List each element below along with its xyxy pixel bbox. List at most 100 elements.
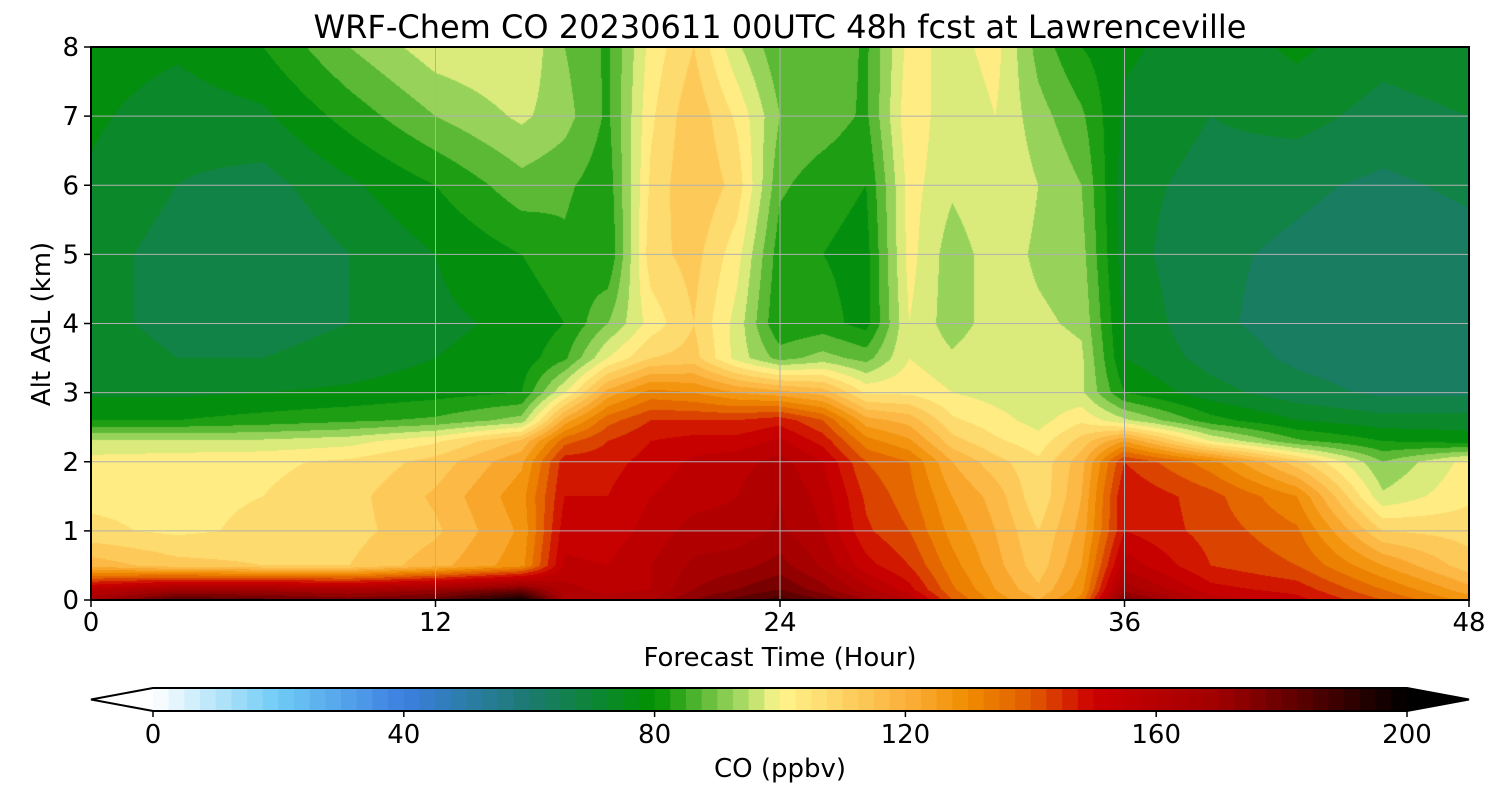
y-tick-label: 2 [62, 448, 79, 478]
colorbar-tick-label: 160 [1131, 720, 1181, 750]
colorbar-segment [1203, 688, 1220, 711]
colorbar-tick-label: 120 [881, 720, 931, 750]
colorbar-segment [372, 688, 389, 711]
colorbar-segment [153, 688, 170, 711]
x-tick-label: 48 [1452, 608, 1485, 638]
colorbar-segment [827, 688, 844, 711]
colorbar-segment [1187, 688, 1204, 711]
colorbar-segment [1359, 688, 1377, 711]
colorbar-segment [1109, 688, 1126, 711]
colorbar-segment [968, 688, 985, 711]
colorbar-segment [560, 688, 577, 711]
colorbar-segment [780, 688, 797, 711]
colorbar-segment [591, 688, 609, 711]
colorbar-segment [1077, 688, 1095, 711]
colorbar-segment [1312, 688, 1330, 711]
colorbar-segment [1046, 688, 1063, 711]
colorbar-segment [654, 688, 671, 711]
colorbar-segment [1140, 688, 1157, 711]
colorbar-segment [482, 688, 499, 711]
colorbar-segment [952, 688, 969, 711]
colorbar-segment [842, 688, 859, 711]
x-tick-label: 36 [1108, 608, 1141, 638]
colorbar-segment [1375, 688, 1392, 711]
colorbar-segment [1171, 688, 1189, 711]
colorbar-segment [262, 688, 279, 711]
colorbar-segment [638, 688, 656, 711]
x-tick-label: 24 [763, 608, 796, 638]
y-axis-label: Alt AGL (km) [27, 242, 57, 406]
colorbar-segment [168, 688, 185, 711]
colorbar-segment [1124, 688, 1142, 711]
colorbar-segment [607, 688, 624, 711]
colorbar-segment [325, 688, 342, 711]
colorbar-segment [1281, 688, 1298, 711]
colorbar-segment [388, 688, 405, 711]
colorbar-segment [874, 688, 891, 711]
y-tick-label: 1 [62, 517, 79, 547]
y-tick-label: 8 [62, 33, 79, 63]
colorbar-segment [623, 688, 640, 711]
colorbar-segment [1156, 688, 1173, 711]
colorbar-segment [1218, 688, 1236, 711]
colorbar-segment [1391, 688, 1408, 711]
colorbar-segment [732, 688, 750, 711]
y-tick-label: 0 [62, 586, 79, 616]
colorbar-segment [356, 688, 374, 711]
colorbar-segment [466, 688, 483, 711]
colorbar-ticks: 0 40 80 120 160 200 [145, 711, 1432, 750]
colorbar-segment [717, 688, 734, 711]
colorbar-segment [858, 688, 875, 711]
colorbar-segment [1328, 688, 1345, 711]
colorbar-segment [1344, 688, 1361, 711]
colorbar-segment [1265, 688, 1283, 711]
colorbar-segment [231, 688, 248, 711]
y-tick-label: 7 [62, 102, 79, 132]
colorbar-segment [513, 688, 530, 711]
colorbar-segment [294, 688, 311, 711]
colorbar-segment [701, 688, 718, 711]
colorbar-segment [889, 688, 906, 711]
colorbar-segment [247, 688, 264, 711]
colorbar-segment [670, 688, 687, 711]
colorbar-segment [999, 688, 1016, 711]
colorbar-segment [435, 688, 452, 711]
colorbar-segment [278, 688, 295, 711]
chart-title: WRF-Chem CO 20230611 00UTC 48h fcst at L… [314, 8, 1247, 46]
colorbar [90, 687, 1470, 712]
y-tick-label: 5 [62, 240, 79, 270]
colorbar-segment [215, 688, 232, 711]
colorbar-segment [450, 688, 468, 711]
colorbar-segment [1250, 688, 1267, 711]
colorbar-tick-label: 80 [638, 720, 671, 750]
colorbar-tick-label: 200 [1382, 720, 1432, 750]
colorbar-segment [403, 688, 421, 711]
colorbar-segment [184, 688, 201, 711]
y-tick-label: 6 [62, 171, 79, 201]
colorbar-segment [497, 688, 515, 711]
colorbar-segment [1062, 688, 1079, 711]
colorbar-segment [419, 688, 436, 711]
colorbar-segment [1015, 688, 1032, 711]
x-axis-label: Forecast Time (Hour) [643, 643, 916, 673]
colorbar-segment [341, 688, 358, 711]
y-tick-label: 3 [62, 379, 79, 409]
colorbar-segment [983, 688, 1001, 711]
colorbar-segment [921, 688, 938, 711]
y-axis: 0 1 2 3 4 5 6 7 8 [62, 33, 91, 616]
colorbar-tick-label: 40 [387, 720, 420, 750]
colorbar-segment [811, 688, 828, 711]
colorbar-tick-label: 0 [145, 720, 162, 750]
colorbar-segment [1030, 688, 1048, 711]
colorbar-segment [309, 688, 327, 711]
colorbar-segment [544, 688, 562, 711]
colorbar-segment [936, 688, 954, 711]
colorbar-segment [529, 688, 546, 711]
colorbar-segment [905, 688, 922, 711]
colorbar-segment [795, 688, 812, 711]
colorbar-segment [1093, 688, 1110, 711]
colorbar-segment [685, 688, 703, 711]
colorbar-label: CO (ppbv) [714, 754, 846, 784]
colorbar-segment [764, 688, 781, 711]
